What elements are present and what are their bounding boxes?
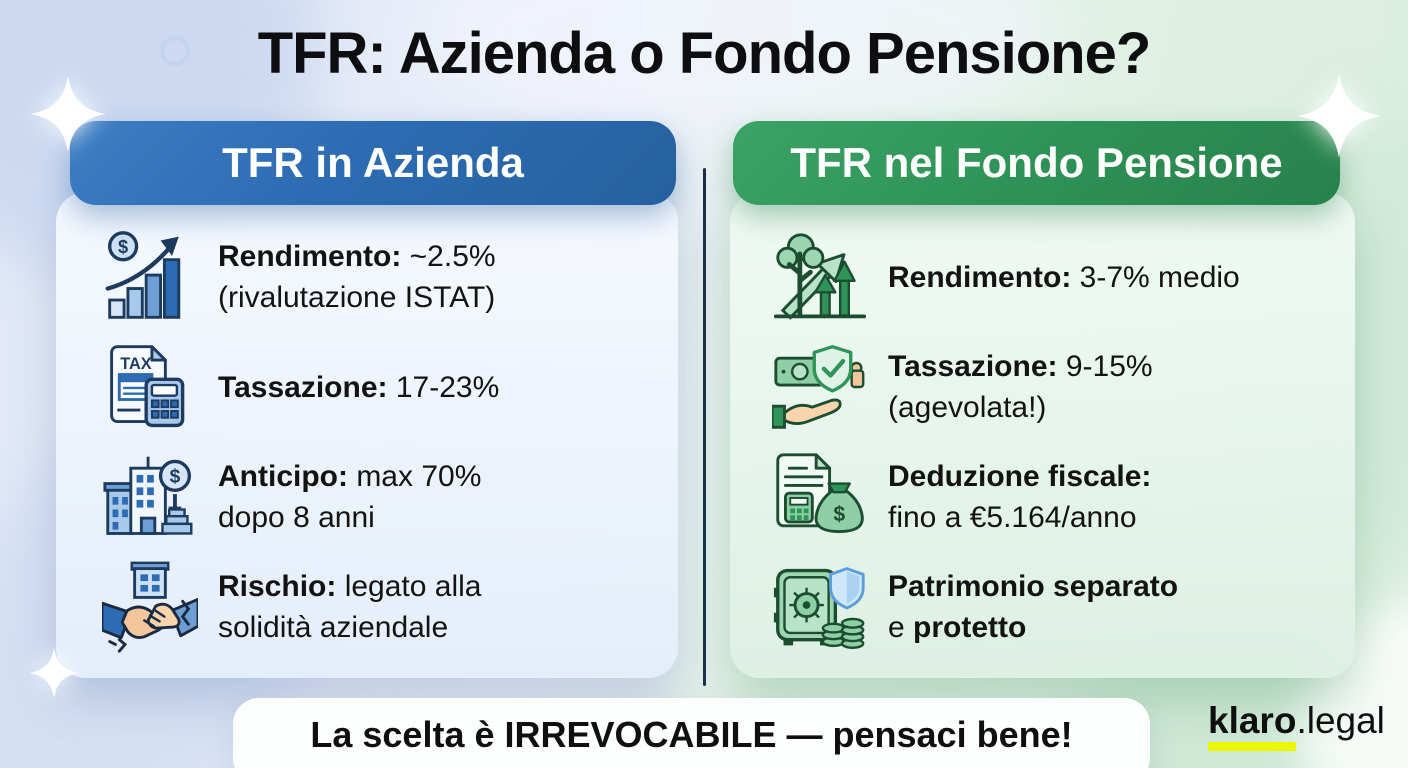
card-item-tassazione-azienda: TAX Tassazione: 17-23% [100,332,662,442]
footer-banner: La scelta è IRREVOCABILE — pensaci bene! [233,698,1150,768]
tax-document-calculator-icon: TAX [100,337,200,437]
document-calculator-moneybag-icon: $ [770,447,870,547]
card-item-anticipo-azienda: $ Anticipo: max 70% dopo 8 anni [100,442,662,552]
tree-growth-arrows-icon [770,227,870,327]
page-title: TFR: Azienda o Fondo Pensione? [257,21,1152,86]
company-advance-icon: $ [100,447,200,547]
svg-text:$: $ [118,236,128,257]
footer-banner-text: La scelta è IRREVOCABILE — pensaci bene! [310,714,1073,755]
svg-text:$: $ [170,467,181,488]
card-item-rischio-azienda: Rischio: legato alla solidità aziendale [100,552,662,662]
brand-name: klaro [1208,700,1297,751]
header-tfr-fondo-pensione: TFR nel Fondo Pensione [733,121,1340,205]
circle-decoration [160,36,190,66]
svg-text:$: $ [833,503,845,526]
vault-shield-coins-icon [770,557,870,657]
card-tfr-azienda: $ Rendimento: ~2.5% (rivalutazione ISTAT… [56,192,678,678]
brand-logo: klaro.legal [1208,700,1385,751]
sparkle-icon [29,648,79,698]
svg-text:TAX: TAX [120,355,152,373]
card-tfr-fondo-pensione: Rendimento: 3-7% medio Tassazione: 9-15%… [730,192,1355,678]
card-item-rendimento-fondo: Rendimento: 3-7% medio [770,222,1339,332]
brand-tld: .legal [1296,700,1385,741]
card-item-tassazione-fondo: Tassazione: 9-15% (agevolata!) [770,332,1339,442]
money-shield-thumbsup-icon [770,337,870,437]
sparkle-icon [30,76,106,152]
header-tfr-azienda: TFR in Azienda [70,121,676,205]
bar-chart-growth-icon: $ [100,227,200,327]
sparkle-icon [1297,74,1381,158]
handshake-company-risk-icon [100,557,200,657]
divider-line [703,168,706,686]
card-item-deduzione-fondo: $ Deduzione fiscale: fino a €5.164/anno [770,442,1339,552]
card-item-rendimento-azienda: $ Rendimento: ~2.5% (rivalutazione ISTAT… [100,222,662,332]
card-item-patrimonio-fondo: Patrimonio separato e protetto [770,552,1339,662]
